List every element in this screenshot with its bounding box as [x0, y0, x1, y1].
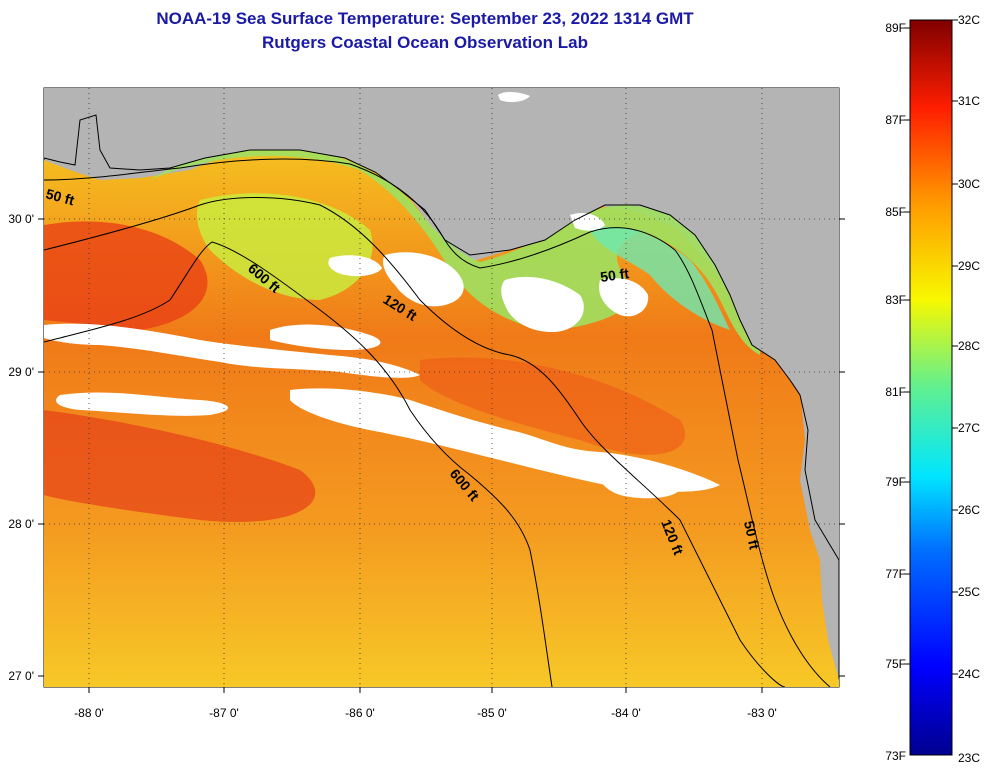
lon-label: -84 0' [611, 706, 641, 720]
cool-sst-region [590, 226, 730, 330]
lat-label: 30 0' [8, 212, 34, 226]
scale-label-f: 85F [885, 205, 906, 219]
cloud-cover [44, 92, 720, 499]
warm-sst-region [44, 410, 316, 522]
scale-label-f: 73F [885, 749, 906, 763]
lon-label: -86 0' [345, 706, 375, 720]
color-scale-ticks [904, 19, 958, 675]
scale-label-c: 32C [958, 13, 980, 27]
axis-ticks [38, 218, 845, 693]
scale-label-f: 75F [885, 657, 906, 671]
contour-label-50ft: 50 ft [44, 185, 76, 208]
lat-label: 29 0' [8, 365, 34, 379]
lat-label: 28 0' [8, 517, 34, 531]
scale-label-f: 87F [885, 113, 906, 127]
lon-label: -85 0' [477, 706, 507, 720]
warm-sst-region [420, 357, 686, 455]
scale-label-f: 79F [885, 475, 906, 489]
scale-label-f: 89F [885, 21, 906, 35]
scale-label-f: 81F [885, 385, 906, 399]
land-mass [44, 88, 839, 560]
scale-label-f: 77F [885, 567, 906, 581]
map-subtitle: Rutgers Coastal Ocean Observation Lab [262, 33, 588, 52]
lat-label: 27 0' [8, 669, 34, 683]
scale-label-c: 24C [958, 667, 980, 681]
scale-label-f: 83F [885, 293, 906, 307]
lon-label: -83 0' [747, 706, 777, 720]
color-scale-bar [909, 19, 953, 756]
contour-50ft [44, 158, 831, 687]
scale-label-c: 25C [958, 585, 980, 599]
scale-label-c: 26C [958, 503, 980, 517]
scale-label-c: 27C [958, 421, 980, 435]
coastline [44, 114, 839, 561]
cool-sst-region [197, 193, 373, 300]
lon-label: -87 0' [209, 706, 239, 720]
map-title: NOAA-19 Sea Surface Temperature: Septemb… [156, 9, 694, 28]
scale-label-c: 23C [958, 751, 980, 765]
scale-label-c: 29C [958, 259, 980, 273]
scale-label-c: 30C [958, 177, 980, 191]
contour-label-50ft: 50 ft [741, 519, 763, 551]
contour-120ft [44, 197, 786, 687]
lon-label: -88 0' [74, 706, 104, 720]
scale-label-c: 31C [958, 94, 980, 108]
contour-600ft [44, 241, 553, 687]
scale-label-c: 28C [958, 339, 980, 353]
contour-label-50ft: 50 ft [599, 265, 630, 285]
warm-sst-region [44, 221, 208, 330]
